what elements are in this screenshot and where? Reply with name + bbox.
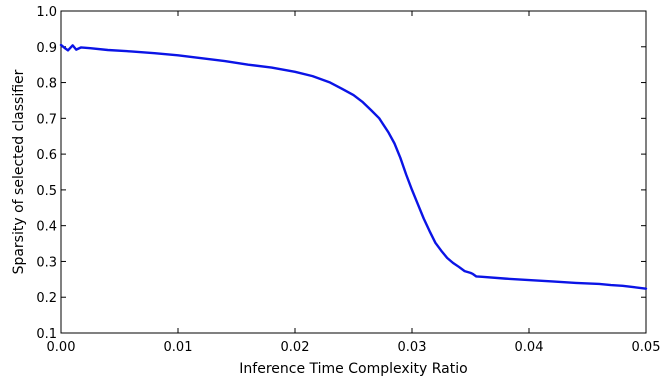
x-tick-label: 0.02 — [281, 340, 310, 355]
x-tick-label: 0.03 — [398, 340, 427, 355]
y-axis-ticks: 0.1 0.2 0.3 0.4 0.5 0.6 0.7 0.8 0.9 1.0 — [36, 5, 646, 342]
y-tick-label: 1.0 — [36, 5, 57, 20]
y-tick-label: 0.9 — [36, 41, 57, 56]
y-tick-label: 0.2 — [36, 291, 57, 306]
y-tick-label: 0.5 — [36, 184, 57, 199]
series-line-0 — [59, 43, 648, 290]
y-tick-label: 0.3 — [36, 255, 57, 270]
x-tick-label: 0.00 — [47, 340, 76, 355]
x-tick-label: 0.01 — [164, 340, 193, 355]
y-tick-label: 0.7 — [36, 112, 57, 127]
series-layer — [59, 43, 648, 290]
x-tick-label: 0.05 — [632, 340, 661, 355]
y-tick-label: 0.8 — [36, 77, 57, 92]
plot-area-frame — [60, 10, 647, 334]
y-axis-label: Sparsity of selected classifier — [11, 69, 27, 274]
y-tick-label: 0.6 — [36, 148, 57, 163]
x-tick-label: 0.04 — [515, 340, 544, 355]
y-tick-label: 0.4 — [36, 220, 57, 235]
x-axis-label: Inference Time Complexity Ratio — [239, 361, 467, 377]
y-tick-label: 0.1 — [36, 327, 57, 342]
x-axis-ticks: 0.00 0.01 0.02 0.03 0.04 0.05 — [47, 11, 661, 355]
